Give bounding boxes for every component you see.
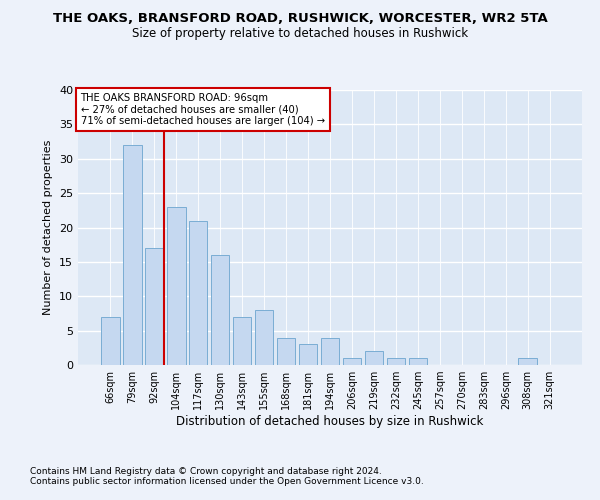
- Bar: [101, 317, 119, 365]
- Bar: [320, 338, 340, 365]
- Bar: [386, 358, 405, 365]
- Bar: [255, 310, 274, 365]
- Bar: [167, 207, 185, 365]
- Bar: [518, 358, 537, 365]
- Bar: [409, 358, 427, 365]
- X-axis label: Distribution of detached houses by size in Rushwick: Distribution of detached houses by size …: [176, 415, 484, 428]
- Bar: [299, 344, 317, 365]
- Bar: [189, 220, 208, 365]
- Text: THE OAKS BRANSFORD ROAD: 96sqm
← 27% of detached houses are smaller (40)
71% of : THE OAKS BRANSFORD ROAD: 96sqm ← 27% of …: [80, 93, 325, 126]
- Bar: [123, 145, 142, 365]
- Bar: [145, 248, 164, 365]
- Y-axis label: Number of detached properties: Number of detached properties: [43, 140, 53, 315]
- Text: Contains public sector information licensed under the Open Government Licence v3: Contains public sector information licen…: [30, 477, 424, 486]
- Bar: [233, 317, 251, 365]
- Bar: [277, 338, 295, 365]
- Bar: [343, 358, 361, 365]
- Bar: [211, 255, 229, 365]
- Text: Contains HM Land Registry data © Crown copyright and database right 2024.: Contains HM Land Registry data © Crown c…: [30, 467, 382, 476]
- Text: THE OAKS, BRANSFORD ROAD, RUSHWICK, WORCESTER, WR2 5TA: THE OAKS, BRANSFORD ROAD, RUSHWICK, WORC…: [53, 12, 547, 26]
- Text: Size of property relative to detached houses in Rushwick: Size of property relative to detached ho…: [132, 28, 468, 40]
- Bar: [365, 351, 383, 365]
